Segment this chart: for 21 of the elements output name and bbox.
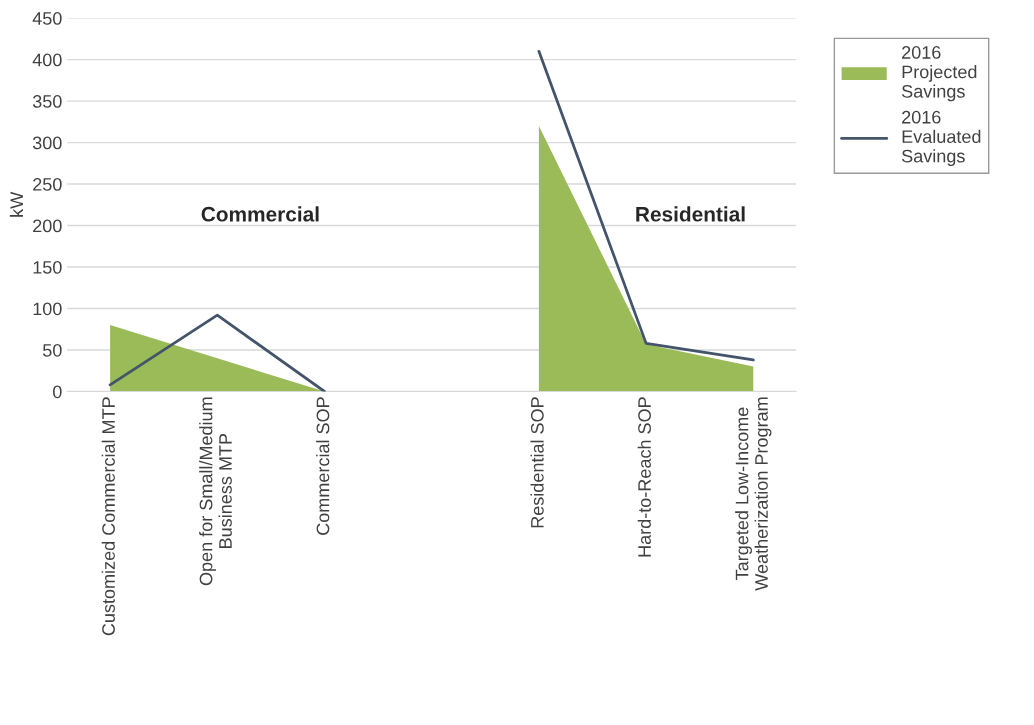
x-tick-label: Open for Small/Medium Business MTP: [199, 397, 232, 586]
legend-label: 2016 Evaluated Savings: [901, 110, 981, 167]
x-tick-label: Customized Commercial MTP: [101, 397, 115, 636]
x-tick-label: Hard-to-Reach SOP: [637, 397, 651, 557]
y-tick-label: 150: [33, 260, 62, 274]
x-tick-label: Residential SOP: [530, 397, 544, 528]
y-tick-label: 350: [32, 95, 62, 108]
y-tick-label: 100: [33, 302, 62, 316]
y-tick-label: 300: [32, 136, 62, 150]
y-tick-label: 250: [33, 178, 62, 191]
annotation: Commercial: [201, 206, 319, 222]
y-tick-label: 450: [32, 12, 62, 25]
y-tick-label: 200: [33, 219, 62, 233]
annotation: Residential: [636, 206, 745, 222]
y-tick-label: 0: [53, 385, 62, 399]
y-tick-label: 50: [42, 343, 62, 357]
x-tick-label: Commercial SOP: [316, 397, 330, 535]
y-axis-title: kW: [9, 191, 23, 217]
x-tick-label: Targeted Low-Income Weatherization Program: [735, 397, 772, 591]
legend-label: 2016 Projected Savings: [901, 46, 977, 102]
y-tick-label: 400: [32, 53, 62, 67]
